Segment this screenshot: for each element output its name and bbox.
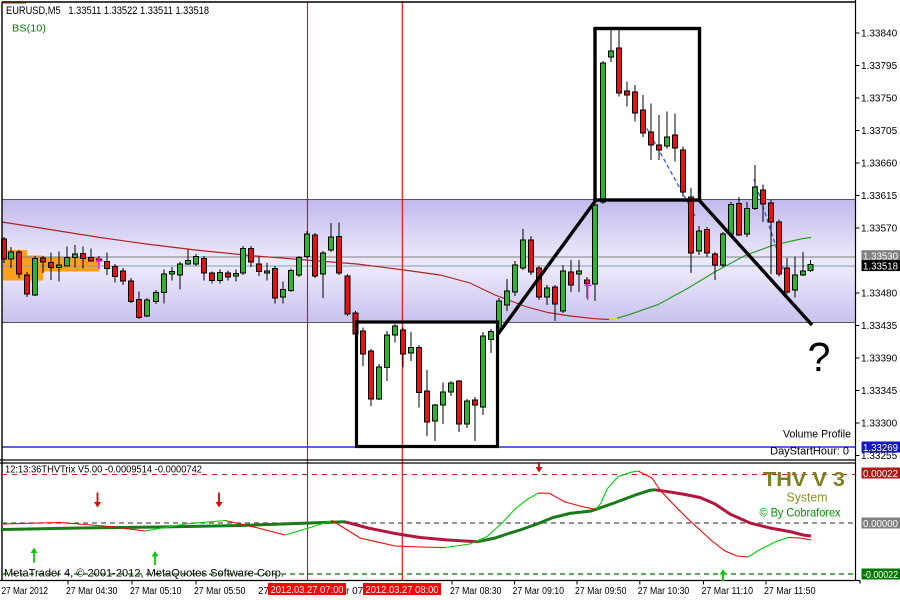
svg-text:1.33269: 1.33269: [863, 443, 898, 454]
svg-text:27 Mar 2012: 27 Mar 2012: [2, 586, 49, 597]
svg-text:© By Cobraforex: © By Cobraforex: [760, 506, 841, 520]
svg-text:1.33750: 1.33750: [861, 94, 898, 105]
svg-text:27 Mar 11:10: 27 Mar 11:10: [702, 586, 754, 597]
svg-text:Volume Profile: Volume Profile: [783, 429, 851, 441]
svg-text:27 Mar 11:50: 27 Mar 11:50: [764, 586, 816, 597]
svg-text:1.33705: 1.33705: [861, 126, 898, 137]
svg-text:27: 27: [258, 586, 270, 597]
svg-text:27 Mar 09:50: 27 Mar 09:50: [575, 586, 627, 597]
svg-text:r 07: r 07: [346, 586, 364, 597]
svg-text:-0.00022: -0.00022: [863, 570, 898, 581]
svg-text:2012.03.27 08:00: 2012.03.27 08:00: [366, 585, 439, 596]
svg-text:BS(10): BS(10): [12, 24, 46, 35]
svg-text:1.33570: 1.33570: [861, 224, 898, 235]
svg-text:27 Mar 04:30: 27 Mar 04:30: [66, 586, 118, 597]
svg-text:12:13:36THVTrix V5.00 -0.00095: 12:13:36THVTrix V5.00 -0.0009514 -0.0000…: [5, 465, 202, 476]
svg-text:27 Mar 08:30: 27 Mar 08:30: [450, 586, 502, 597]
svg-text:THV V 3: THV V 3: [763, 469, 845, 491]
svg-text:1.33795: 1.33795: [861, 61, 898, 72]
svg-text:1.33840: 1.33840: [861, 29, 898, 40]
svg-text:1.33615: 1.33615: [861, 191, 898, 202]
svg-text:27 Mar 10:30: 27 Mar 10:30: [638, 586, 690, 597]
svg-text:2012.03.27 07:00: 2012.03.27 07:00: [271, 585, 344, 596]
svg-text:27 Mar 05:10: 27 Mar 05:10: [130, 586, 182, 597]
svg-text:1.33255: 1.33255: [861, 451, 898, 462]
svg-text:1.33660: 1.33660: [861, 159, 898, 170]
svg-text:System: System: [787, 490, 828, 505]
svg-text:?: ?: [808, 334, 831, 380]
svg-text:EURUSD,M5 1.33511 1.33522 1.: EURUSD,M5 1.33511 1.33522 1.33511 1.3351…: [6, 5, 209, 17]
svg-text:MetaTrader 4, © 2001-2012, Met: MetaTrader 4, © 2001-2012, MetaQuotes So…: [4, 568, 284, 580]
svg-text:27 Mar 09:10: 27 Mar 09:10: [513, 586, 565, 597]
svg-text:1.33435: 1.33435: [861, 321, 898, 332]
svg-text:1.33530: 1.33530: [863, 252, 898, 263]
svg-text:0.00022: 0.00022: [863, 469, 898, 480]
svg-text:1.33480: 1.33480: [861, 289, 898, 300]
svg-text:1.33300: 1.33300: [861, 419, 898, 430]
svg-text:27 Mar 05:50: 27 Mar 05:50: [194, 586, 246, 597]
svg-text:0.00000: 0.00000: [863, 519, 898, 530]
svg-text:DayStartHour: 0: DayStartHour: 0: [770, 446, 849, 458]
svg-text:1.33345: 1.33345: [861, 386, 898, 397]
svg-text:1.33390: 1.33390: [861, 354, 898, 365]
svg-text:1.33518: 1.33518: [863, 262, 898, 273]
